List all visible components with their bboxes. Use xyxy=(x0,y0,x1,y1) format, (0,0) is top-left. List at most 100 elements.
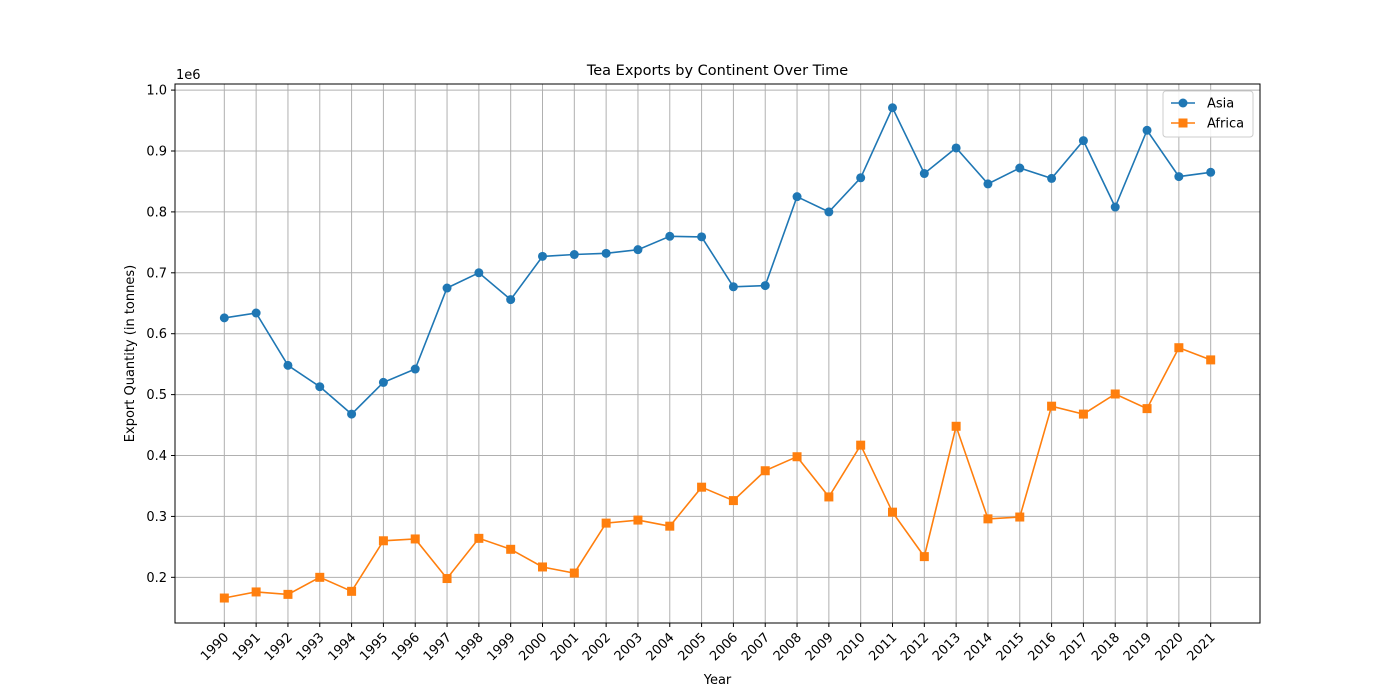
data-point xyxy=(728,282,738,292)
data-point xyxy=(569,250,579,260)
legend-item-africa: Africa xyxy=(1171,117,1244,132)
data-point xyxy=(219,593,229,603)
data-point xyxy=(665,521,675,531)
x-axis-label: Year xyxy=(703,673,732,688)
legend-label: Africa xyxy=(1207,117,1244,132)
data-point xyxy=(1206,355,1216,365)
data-point xyxy=(888,103,897,113)
x-tick-label: 1999 xyxy=(485,630,519,664)
data-point xyxy=(856,440,866,450)
x-tick-label: 2001 xyxy=(548,630,582,664)
data-point xyxy=(1142,125,1152,135)
legend-item-asia: Asia xyxy=(1171,97,1234,112)
x-tick-label: 1998 xyxy=(453,630,487,664)
y-tick-label: 0.9 xyxy=(146,144,167,159)
data-point xyxy=(1015,512,1025,522)
data-point xyxy=(1047,173,1057,183)
x-tick-label: 2009 xyxy=(803,630,837,664)
data-point xyxy=(1015,163,1025,173)
series-line-africa xyxy=(224,346,1211,599)
data-point xyxy=(824,492,834,502)
data-point xyxy=(378,536,388,546)
x-tick-label: 2011 xyxy=(866,630,900,664)
x-tick-label: 2000 xyxy=(516,630,550,664)
x-tick-label: 2017 xyxy=(1057,630,1091,664)
series-line-asia xyxy=(224,105,1211,416)
data-point xyxy=(283,360,293,370)
data-point xyxy=(792,192,802,202)
data-point xyxy=(728,496,738,506)
y-tick-label: 0.2 xyxy=(146,571,167,586)
legend-marker xyxy=(1178,118,1188,128)
data-point xyxy=(538,562,547,572)
data-point xyxy=(1142,404,1152,414)
x-tick-label: 2005 xyxy=(675,630,709,664)
x-tick-label: 2019 xyxy=(1121,630,1155,664)
x-tick-label: 2015 xyxy=(994,630,1028,664)
data-point xyxy=(538,251,547,261)
data-point xyxy=(951,421,961,431)
data-point xyxy=(760,466,770,476)
x-tick-label: 1994 xyxy=(325,630,359,664)
data-point xyxy=(569,568,579,578)
data-point xyxy=(378,377,388,387)
x-axis: 1990199119921993199419951996199719981999… xyxy=(198,623,1219,664)
x-tick-label: 2020 xyxy=(1153,630,1187,664)
data-point xyxy=(888,507,897,517)
x-tick-label: 2018 xyxy=(1089,630,1123,664)
x-tick-label: 1991 xyxy=(230,630,264,664)
data-point xyxy=(697,482,707,492)
x-tick-label: 1996 xyxy=(389,630,423,664)
x-tick-label: 2014 xyxy=(962,630,996,664)
grid xyxy=(175,84,1260,623)
data-point xyxy=(251,308,261,318)
x-tick-label: 2013 xyxy=(930,630,964,664)
series-asia xyxy=(219,103,1216,419)
data-point xyxy=(792,452,802,462)
y-tick-label: 0.8 xyxy=(146,205,167,220)
x-tick-label: 2012 xyxy=(898,630,932,664)
data-point xyxy=(1110,202,1120,212)
data-point xyxy=(1174,172,1184,182)
legend: Asia Africa xyxy=(1162,90,1254,138)
data-point xyxy=(1078,409,1088,419)
data-point xyxy=(410,364,420,374)
data-point xyxy=(601,518,611,528)
data-point xyxy=(347,409,357,419)
x-tick-label: 2002 xyxy=(580,630,614,664)
y-tick-label: 0.4 xyxy=(146,449,167,464)
data-point xyxy=(474,533,484,543)
legend-marker xyxy=(1178,98,1188,108)
data-point xyxy=(951,143,961,153)
y-tick-label: 0.6 xyxy=(146,327,167,342)
x-tick-label: 1995 xyxy=(357,630,391,664)
y-axis-offset-label: 1e6 xyxy=(176,68,201,83)
x-tick-label: 2021 xyxy=(1185,630,1219,664)
data-point xyxy=(442,283,452,293)
data-point xyxy=(919,169,929,179)
data-point xyxy=(601,248,611,258)
x-tick-label: 2010 xyxy=(835,630,869,664)
y-axis: 0.2 0.3 0.4 0.5 0.6 0.7 0.8 0.9 1.0 xyxy=(146,84,175,586)
data-point xyxy=(347,586,357,596)
y-tick-label: 0.5 xyxy=(146,388,167,403)
x-tick-label: 2007 xyxy=(739,630,773,664)
data-point xyxy=(1047,401,1057,411)
x-tick-label: 2004 xyxy=(644,630,678,664)
series-africa xyxy=(219,343,1216,603)
legend-label: Asia xyxy=(1207,97,1234,112)
data-point xyxy=(983,514,993,524)
x-tick-label: 1993 xyxy=(294,630,328,664)
data-point xyxy=(315,572,325,582)
chart-title: Tea Exports by Continent Over Time xyxy=(586,63,848,79)
data-point xyxy=(983,179,993,189)
series-layer xyxy=(219,103,1216,603)
data-point xyxy=(315,382,325,392)
x-tick-label: 1997 xyxy=(421,630,455,664)
data-point xyxy=(283,589,293,599)
x-tick-label: 2003 xyxy=(612,630,646,664)
x-tick-label: 2016 xyxy=(1025,630,1059,664)
x-tick-label: 2008 xyxy=(771,630,805,664)
data-point xyxy=(219,313,229,323)
